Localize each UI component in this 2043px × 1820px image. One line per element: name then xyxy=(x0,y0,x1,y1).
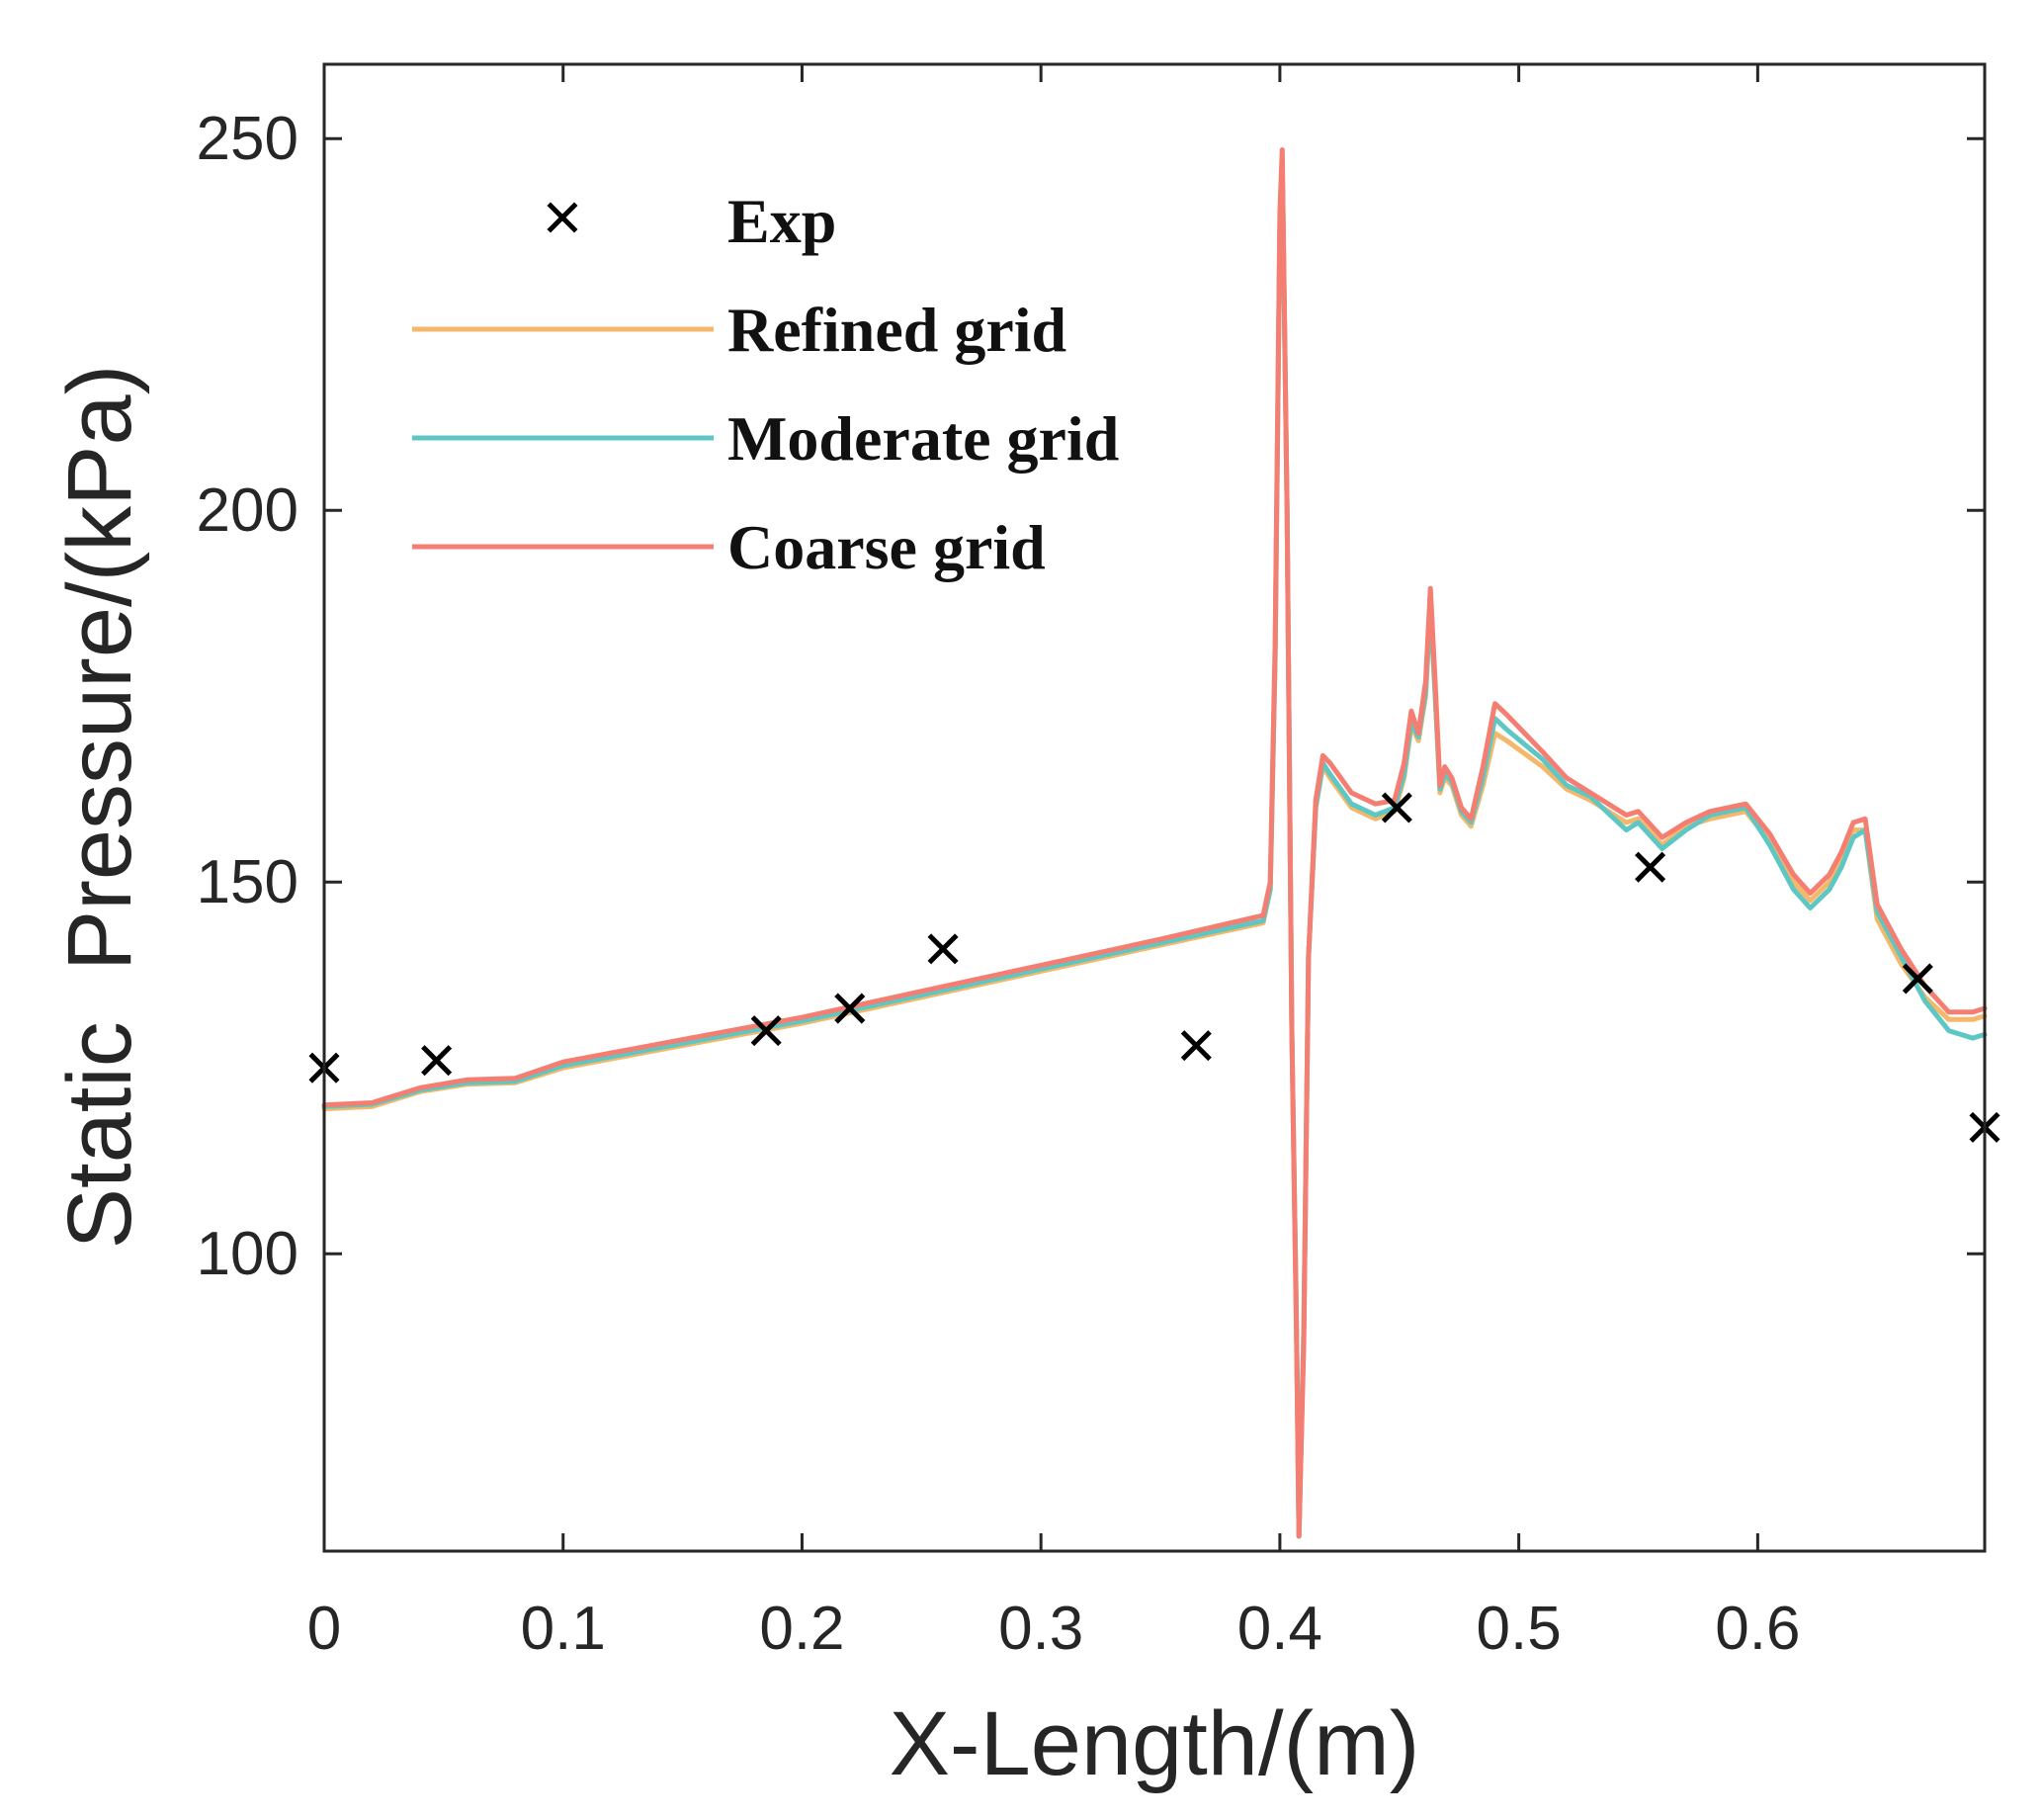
exp-point xyxy=(834,993,866,1024)
exp-point xyxy=(1180,1030,1212,1062)
x-axis-title: X-Length/(m) xyxy=(890,1693,1420,1794)
exp-point xyxy=(750,1015,782,1047)
plot-frame xyxy=(322,62,1987,1553)
plot-lines xyxy=(321,147,1988,1539)
legend: Exp Refined grid Moderate grid Coarse gr… xyxy=(412,186,1119,582)
legend-label-moderate-grid: Moderate grid xyxy=(727,403,1119,474)
y-tick-label: 150 xyxy=(197,848,298,916)
exp-point xyxy=(1635,851,1666,883)
x-tick-label: 0 xyxy=(307,1595,341,1663)
x-tick-label: 0.6 xyxy=(1715,1595,1800,1663)
y-tick-labels: 100 150 200 250 xyxy=(197,105,298,1288)
y-axis-title: Static Pressure/(kPa) xyxy=(49,365,150,1250)
exp-point xyxy=(1902,963,1933,995)
x-tick-label: 0.3 xyxy=(998,1595,1083,1663)
y-tick-label: 100 xyxy=(197,1220,298,1288)
plot-markers xyxy=(308,792,2000,1143)
x-tick-label: 0.5 xyxy=(1477,1595,1562,1663)
exp-point xyxy=(927,933,959,965)
legend-label-exp: Exp xyxy=(727,186,836,256)
x-tick-label: 0.2 xyxy=(759,1595,844,1663)
legend-marker-exp xyxy=(547,202,578,233)
axis-ticks xyxy=(322,64,1985,1551)
x-tick-label: 0.4 xyxy=(1237,1595,1322,1663)
legend-label-refined-grid: Refined grid xyxy=(727,295,1066,365)
y-tick-label: 250 xyxy=(197,105,298,173)
legend-label-coarse-grid: Coarse grid xyxy=(727,512,1046,582)
exp-point xyxy=(1381,792,1412,823)
x-tick-label: 0.1 xyxy=(521,1595,606,1663)
series-line-coarse-grid xyxy=(321,147,1988,1539)
x-tick-labels: 0 0.1 0.2 0.3 0.4 0.5 0.6 xyxy=(307,1595,1801,1663)
exp-point xyxy=(421,1045,453,1077)
y-tick-label: 200 xyxy=(197,477,298,545)
